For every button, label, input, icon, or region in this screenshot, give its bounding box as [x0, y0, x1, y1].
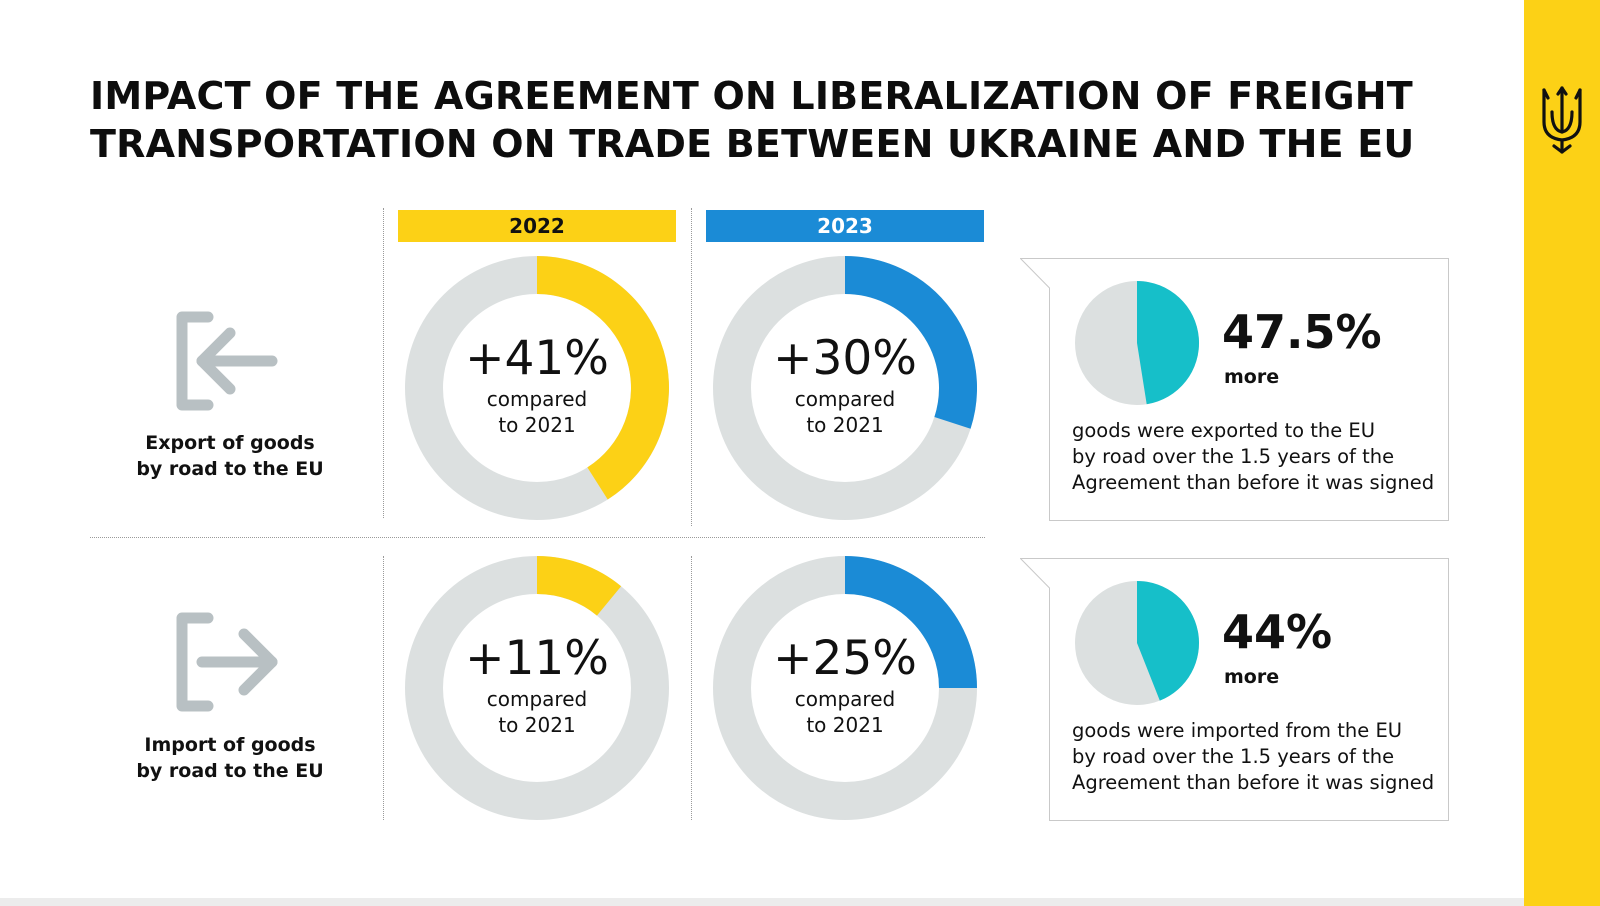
donut-svg: [713, 556, 977, 820]
donut-chart: +41% compared to 2021: [405, 256, 669, 520]
description-line: by road over the 1.5 years of the: [1072, 445, 1395, 468]
summary-percent: 47.5%: [1222, 305, 1382, 359]
bottom-strip: [0, 898, 1524, 906]
donut-sublabel: to 2021: [498, 413, 576, 437]
summary-callout-import: 44% more goods were imported from the EU…: [1020, 558, 1450, 822]
summary-unit: more: [1224, 366, 1280, 388]
row-label-import: Import of goods by road to the EU: [120, 732, 340, 784]
column-divider: [383, 556, 384, 820]
donut-sublabel: compared: [486, 387, 588, 411]
import-arrow-icon: [176, 612, 278, 712]
description-line: goods were exported to the EU: [1072, 419, 1376, 442]
donut-svg: [405, 556, 669, 820]
donut-svg: [405, 256, 669, 520]
row-label-export: Export of goods by road to the EU: [120, 430, 340, 482]
title-line-2: TRANSPORTATION ON TRADE BETWEEN UKRAINE …: [90, 122, 1415, 166]
row-label-line: by road to the EU: [136, 760, 324, 782]
donut-value-label: +30%: [773, 331, 917, 386]
description-line: Agreement than before it was signed: [1072, 471, 1435, 494]
share-pie-chart: [1075, 581, 1200, 705]
donut-sublabel: to 2021: [806, 413, 884, 437]
description-line: Agreement than before it was signed: [1072, 771, 1435, 794]
year-label-2022: 2022: [398, 210, 676, 242]
donut-chart: +11% compared to 2021: [405, 556, 669, 820]
donut-label: +30% compared to 2021: [713, 332, 977, 438]
donut-chart: +30% compared to 2021: [713, 256, 977, 520]
description-line: goods were imported from the EU: [1072, 719, 1403, 742]
description-line: by road over the 1.5 years of the: [1072, 745, 1395, 768]
page-title: IMPACT OF THE AGREEMENT ON LIBERALIZATIO…: [90, 72, 1500, 168]
summary-description: goods were exported to the EU by road ov…: [1072, 418, 1442, 496]
donut-value-label: +25%: [773, 631, 917, 686]
summary-callout-export: 47.5% more goods were exported to the EU…: [1020, 258, 1450, 522]
share-pie-chart: [1075, 281, 1200, 405]
row-divider: [90, 537, 985, 538]
donut-sublabel: compared: [794, 687, 896, 711]
donut-value-arc: [536, 256, 669, 500]
row-label-line: by road to the EU: [136, 458, 324, 480]
donut-value-arc: [536, 556, 622, 616]
donut-sublabel: to 2021: [806, 713, 884, 737]
donut-sublabel: compared: [794, 387, 896, 411]
summary-description: goods were imported from the EU by road …: [1072, 718, 1442, 796]
donut-value-arc: [844, 556, 977, 689]
export-arrow-icon: [176, 311, 278, 411]
donut-value-label: +41%: [465, 331, 609, 386]
donut-value-label: +11%: [465, 631, 609, 686]
column-divider: [383, 208, 384, 518]
row-label-line: Export of goods: [145, 432, 315, 454]
donut-chart: +25% compared to 2021: [713, 556, 977, 820]
title-line-1: IMPACT OF THE AGREEMENT ON LIBERALIZATIO…: [90, 74, 1413, 118]
donut-sublabel: to 2021: [498, 713, 576, 737]
summary-percent: 44%: [1222, 605, 1333, 659]
pie-value-slice: [1137, 281, 1200, 405]
trident-emblem-icon: [1542, 86, 1582, 154]
donut-sublabel: compared: [486, 687, 588, 711]
column-divider: [691, 208, 692, 526]
donut-label: +41% compared to 2021: [405, 332, 669, 438]
row-label-line: Import of goods: [144, 734, 316, 756]
column-divider: [691, 556, 692, 820]
donut-svg: [713, 256, 977, 520]
donut-label: +25% compared to 2021: [713, 632, 977, 738]
year-label-2023: 2023: [706, 210, 984, 242]
donut-value-arc: [844, 256, 977, 429]
pie-value-slice: [1137, 581, 1200, 701]
summary-unit: more: [1224, 666, 1280, 688]
donut-label: +11% compared to 2021: [405, 632, 669, 738]
